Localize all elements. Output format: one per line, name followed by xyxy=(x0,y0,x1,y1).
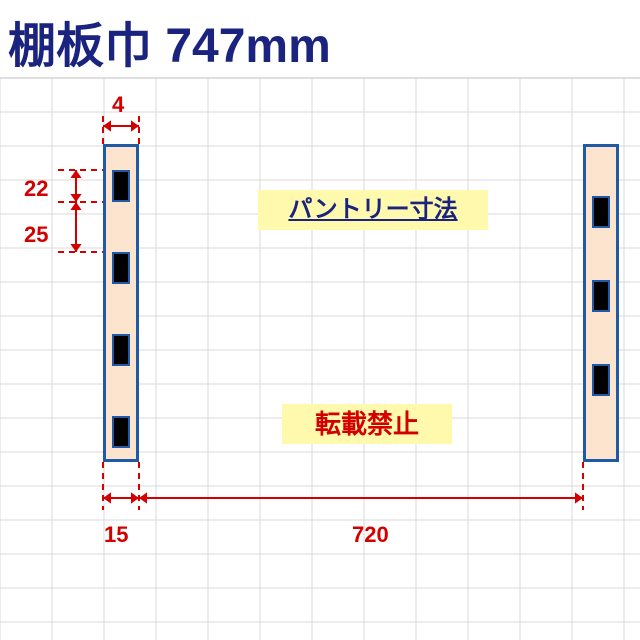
spreadsheet-grid xyxy=(0,78,640,640)
rail-slot xyxy=(112,334,130,366)
pantry-dimensions-link[interactable]: パントリー寸法 xyxy=(258,190,488,230)
no-reprint-text: 転載禁止 xyxy=(315,409,419,439)
dim-label-25: 25 xyxy=(24,222,48,248)
rail-slot xyxy=(112,170,130,202)
dim-label-22: 22 xyxy=(24,176,48,202)
rail-slot xyxy=(592,364,610,396)
rail-slot xyxy=(592,196,610,228)
pantry-link-text: パントリー寸法 xyxy=(288,196,457,223)
rail-slot xyxy=(592,280,610,312)
rail-slot xyxy=(112,252,130,284)
dim-label-720: 720 xyxy=(352,522,389,548)
rail-slot xyxy=(112,416,130,448)
dim-label-4: 4 xyxy=(112,92,124,118)
diagram-svg xyxy=(0,0,640,640)
no-reprint-label: 転載禁止 xyxy=(282,404,452,444)
dim-label-15: 15 xyxy=(104,522,128,548)
